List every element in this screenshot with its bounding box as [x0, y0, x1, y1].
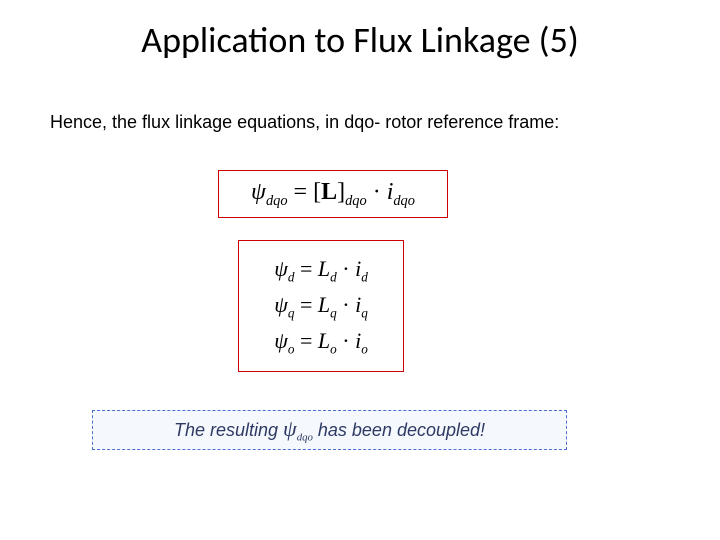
- footer-text: The resulting ψdqo has been decoupled!: [174, 416, 485, 444]
- equation-box-main: ψdqo = [L]dqo · idqo: [218, 170, 448, 218]
- eq-sign: =: [288, 179, 314, 205]
- i-sub: dqo: [393, 192, 415, 208]
- psi-symbol: ψ: [251, 179, 266, 205]
- intro-text: Hence, the flux linkage equations, in dq…: [50, 112, 559, 133]
- slide-title: Application to Flux Linkage (5): [0, 18, 720, 62]
- equation-box-components: ψd = Ld · id ψq = Lq · iq ψo = Lo · io: [238, 240, 404, 372]
- footer-psi: ψ: [283, 416, 297, 441]
- mat-sub: dqo: [345, 192, 367, 208]
- equation-o: ψo = Lo · io: [274, 324, 368, 360]
- psi-sub: dqo: [266, 192, 288, 208]
- footer-psi-sub: dqo: [297, 432, 313, 444]
- equation-d: ψd = Ld · id: [274, 252, 368, 288]
- footer-callout: The resulting ψdqo has been decoupled!: [92, 410, 567, 450]
- bracket-open: [: [313, 179, 321, 205]
- equation-q: ψq = Lq · iq: [274, 288, 368, 324]
- footer-post: has been decoupled!: [313, 420, 485, 440]
- dot-op: ·: [367, 179, 387, 205]
- slide: Application to Flux Linkage (5) Hence, t…: [0, 0, 720, 540]
- equation-1: ψdqo = [L]dqo · idqo: [251, 179, 415, 210]
- bracket-close: ]: [337, 179, 345, 205]
- footer-pre: The resulting: [174, 420, 283, 440]
- L-matrix: L: [321, 179, 337, 205]
